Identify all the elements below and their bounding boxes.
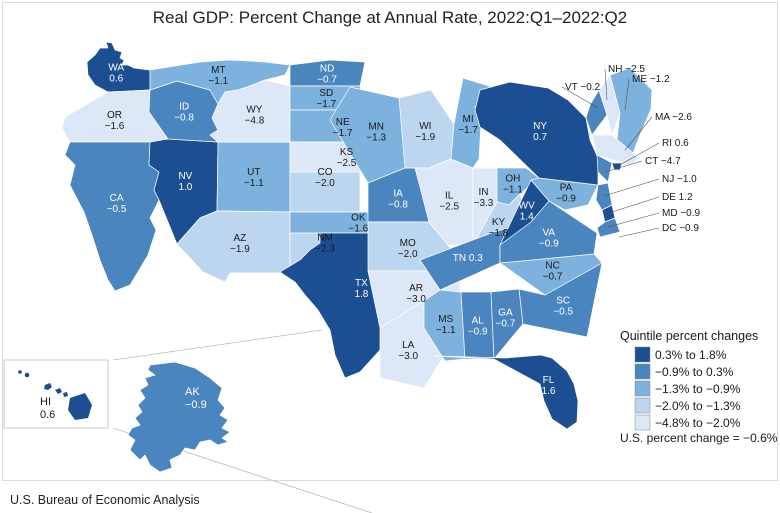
svg-text:AR: AR — [409, 283, 423, 294]
svg-text:UT: UT — [247, 167, 260, 178]
svg-text:MS: MS — [438, 314, 453, 325]
svg-text:AZ: AZ — [234, 233, 247, 244]
svg-text:0.6: 0.6 — [40, 409, 55, 421]
svg-text:0.7: 0.7 — [533, 132, 547, 143]
svg-text:1.0: 1.0 — [178, 182, 192, 193]
svg-text:−2.0: −2.0 — [315, 178, 335, 189]
svg-text:TX: TX — [355, 278, 368, 289]
svg-text:−0.8: −0.8 — [388, 200, 408, 211]
svg-text:IL: IL — [445, 190, 454, 201]
svg-text:−1.7: −1.7 — [316, 99, 336, 110]
svg-text:−1.6: −1.6 — [105, 121, 125, 132]
svg-text:FL: FL — [543, 375, 555, 386]
svg-text:−0.9: −0.9 — [556, 194, 576, 205]
svg-text:−2.5: −2.5 — [337, 158, 357, 169]
svg-text:−0.7: −0.7 — [496, 318, 516, 329]
svg-text:MO: MO — [400, 238, 416, 249]
svg-text:−1.3% to −0.9%: −1.3% to −0.9% — [655, 382, 741, 396]
svg-text:NM: NM — [317, 233, 333, 244]
svg-text:−1.1: −1.1 — [503, 184, 523, 195]
svg-text:DE 1.2: DE 1.2 — [662, 192, 693, 203]
svg-text:ID: ID — [179, 102, 189, 113]
svg-text:HI: HI — [40, 396, 51, 408]
svg-text:−3.0: −3.0 — [398, 351, 418, 362]
svg-text:−2.0% to −1.3%: −2.0% to −1.3% — [655, 399, 741, 413]
svg-text:NY: NY — [533, 121, 547, 132]
svg-text:OH: OH — [505, 173, 520, 184]
svg-text:IN: IN — [479, 187, 489, 198]
svg-text:−1.3: −1.3 — [366, 133, 386, 144]
svg-text:OK: OK — [351, 213, 366, 224]
svg-text:SC: SC — [556, 295, 570, 306]
svg-text:−3.3: −3.3 — [474, 198, 494, 209]
svg-text:−0.9: −0.9 — [468, 326, 488, 337]
svg-text:1.4: 1.4 — [520, 211, 534, 222]
svg-text:−1.1: −1.1 — [208, 76, 228, 87]
svg-text:TN 0.3: TN 0.3 — [453, 253, 483, 264]
svg-text:ME −1.2: ME −1.2 — [632, 74, 670, 85]
svg-text:−1.1: −1.1 — [244, 178, 264, 189]
svg-text:−0.7: −0.7 — [543, 272, 563, 283]
svg-text:OR: OR — [107, 110, 122, 121]
svg-text:NV: NV — [178, 171, 192, 182]
svg-text:AL: AL — [472, 315, 485, 326]
svg-text:−2.5: −2.5 — [439, 201, 459, 212]
svg-text:−3.0: −3.0 — [406, 294, 426, 305]
svg-text:−1.9: −1.9 — [230, 244, 250, 255]
svg-text:−1.1: −1.1 — [436, 325, 456, 336]
svg-text:MT: MT — [211, 65, 225, 76]
svg-text:−0.9% to 0.3%: −0.9% to 0.3% — [655, 365, 734, 379]
svg-text:NC: NC — [545, 261, 559, 272]
svg-text:−1.7: −1.7 — [458, 125, 478, 136]
svg-text:WI: WI — [419, 121, 431, 132]
svg-text:WY: WY — [246, 104, 262, 115]
svg-text:GA: GA — [498, 307, 513, 318]
svg-text:−0.7: −0.7 — [317, 75, 337, 86]
svg-text:MN: MN — [368, 122, 384, 133]
svg-text:−0.9: −0.9 — [185, 399, 207, 411]
svg-text:ND: ND — [320, 64, 334, 75]
svg-text:−0.9: −0.9 — [539, 239, 559, 250]
svg-text:RI 0.6: RI 0.6 — [662, 138, 689, 149]
svg-text:−1.8: −1.8 — [489, 228, 509, 239]
svg-text:Quintile percent changes: Quintile percent changes — [620, 329, 758, 343]
svg-text:−1.9: −1.9 — [415, 132, 435, 143]
svg-text:MI: MI — [463, 114, 474, 125]
svg-text:PA: PA — [560, 183, 573, 194]
svg-text:IA: IA — [393, 189, 403, 200]
svg-text:SD: SD — [319, 88, 333, 99]
svg-text:WA: WA — [108, 62, 124, 73]
svg-text:−4.8: −4.8 — [245, 115, 265, 126]
svg-text:MA −2.6: MA −2.6 — [655, 112, 692, 123]
svg-text:0.3% to 1.8%: 0.3% to 1.8% — [655, 348, 727, 362]
svg-text:0.6: 0.6 — [109, 73, 123, 84]
svg-text:VA: VA — [542, 228, 555, 239]
svg-text:−4.8% to −2.0%: −4.8% to −2.0% — [655, 416, 741, 430]
svg-text:NJ −1.0: NJ −1.0 — [662, 174, 697, 185]
svg-text:−0.8: −0.8 — [174, 113, 194, 124]
svg-text:DC −0.9: DC −0.9 — [662, 223, 699, 234]
svg-text:CO: CO — [318, 167, 333, 178]
svg-text:1.8: 1.8 — [354, 289, 368, 300]
svg-text:VT −0.2: VT −0.2 — [565, 82, 601, 93]
svg-text:CA: CA — [110, 193, 124, 204]
svg-text:1.6: 1.6 — [542, 386, 556, 397]
svg-text:−0.5: −0.5 — [107, 204, 127, 215]
svg-text:AK: AK — [185, 386, 200, 398]
svg-text:WV: WV — [519, 200, 535, 211]
svg-text:U.S. percent change = −0.6%: U.S. percent change = −0.6% — [620, 431, 778, 445]
svg-text:−0.5: −0.5 — [553, 306, 573, 317]
svg-text:MD −0.9: MD −0.9 — [662, 208, 701, 219]
svg-text:−2.0: −2.0 — [398, 249, 418, 260]
svg-text:−2.3: −2.3 — [315, 244, 335, 255]
svg-text:−1.7: −1.7 — [333, 128, 353, 139]
svg-text:CT −4.7: CT −4.7 — [645, 156, 681, 167]
svg-text:LA: LA — [402, 340, 415, 351]
svg-text:KS: KS — [340, 147, 354, 158]
svg-text:−1.6: −1.6 — [348, 224, 368, 235]
svg-text:KY: KY — [492, 217, 506, 228]
svg-text:NE: NE — [336, 117, 350, 128]
